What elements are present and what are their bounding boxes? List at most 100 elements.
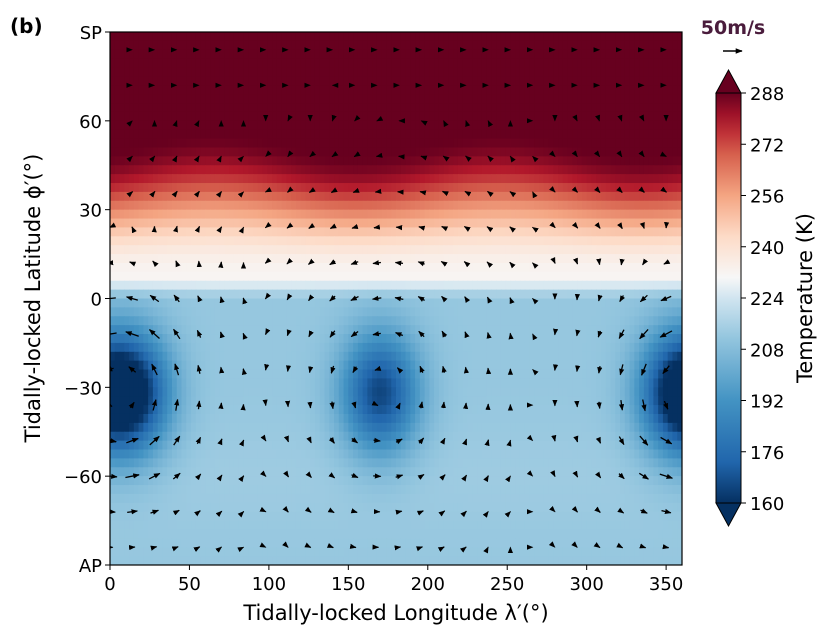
temperature-cell (138, 120, 145, 131)
temperature-cell (262, 49, 268, 60)
temperature-cell (338, 325, 345, 335)
temperature-cell (491, 360, 497, 371)
temperature-cell (662, 351, 669, 362)
temperature-cell (443, 191, 450, 202)
temperature-cell (539, 262, 545, 273)
temperature-cell (314, 156, 321, 166)
temperature-cell (319, 32, 326, 42)
temperature-cell (219, 147, 226, 158)
temperature-cell (119, 76, 125, 86)
temperature-cell (572, 209, 578, 220)
temperature-cell (257, 378, 264, 389)
temperature-cell (524, 369, 531, 380)
temperature-cell (162, 254, 168, 264)
temperature-cell (424, 342, 431, 353)
temperature-cell (253, 49, 259, 60)
temperature-cell (429, 200, 435, 211)
temperature-cell (129, 351, 135, 362)
temperature-cell (195, 32, 202, 42)
temperature-cell (667, 245, 674, 255)
temperature-cell (338, 174, 345, 184)
temperature-cell (648, 147, 655, 158)
temperature-cell (214, 76, 221, 86)
temperature-cell (539, 227, 545, 238)
temperature-cell (610, 76, 616, 86)
temperature-cell (586, 387, 593, 397)
temperature-cell (605, 360, 612, 371)
temperature-cell (615, 191, 621, 202)
temperature-cell (419, 165, 426, 175)
temperature-cell (400, 307, 407, 317)
temperature-cell (467, 103, 473, 113)
temperature-cell (133, 396, 140, 406)
temperature-cell (515, 200, 521, 211)
temperature-cell (295, 369, 302, 380)
temperature-cell (281, 200, 288, 211)
temperature-cell (672, 85, 678, 95)
temperature-cell (658, 218, 664, 229)
temperature-cell (415, 396, 421, 406)
temperature-cell (381, 200, 388, 211)
temperature-cell (581, 280, 588, 291)
temperature-cell (391, 316, 397, 326)
temperature-cell (124, 307, 130, 317)
temperature-cell (319, 378, 326, 389)
temperature-cell (548, 85, 554, 95)
temperature-cell (157, 32, 164, 42)
temperature-cell (272, 85, 278, 95)
temperature-cell (543, 280, 550, 291)
temperature-cell (405, 49, 411, 60)
temperature-cell (677, 40, 682, 51)
temperature-cell (186, 58, 192, 69)
temperature-cell (253, 76, 259, 86)
temperature-cell (314, 129, 321, 140)
temperature-cell (472, 236, 478, 246)
temperature-cell (539, 325, 545, 335)
temperature-cell (453, 262, 459, 273)
temperature-cell (438, 183, 445, 193)
temperature-cell (562, 298, 569, 309)
temperature-cell (219, 49, 226, 60)
temperature-cell (386, 218, 392, 229)
temperature-cell (200, 307, 207, 317)
temperature-cell (605, 280, 612, 291)
temperature-cell (515, 191, 521, 202)
temperature-cell (191, 49, 197, 60)
temperature-cell (405, 32, 411, 42)
temperature-cell (462, 396, 469, 406)
temperature-cell (286, 58, 292, 69)
temperature-cell (572, 342, 578, 353)
temperature-cell (186, 49, 192, 60)
temperature-cell (348, 396, 354, 406)
temperature-cell (596, 49, 602, 60)
temperature-cell (562, 227, 569, 238)
temperature-cell (577, 138, 583, 149)
temperature-cell (381, 227, 388, 238)
temperature-cell (353, 271, 359, 282)
temperature-cell (648, 76, 655, 86)
temperature-cell (586, 85, 593, 95)
temperature-cell (410, 289, 416, 300)
temperature-cell (572, 120, 578, 131)
temperature-cell (310, 138, 316, 149)
temperature-cell (143, 245, 149, 255)
temperature-cell (405, 369, 411, 380)
temperature-cell (429, 58, 435, 69)
temperature-cell (295, 103, 302, 113)
temperature-cell (381, 120, 388, 131)
temperature-cell (310, 156, 316, 166)
temperature-cell (539, 334, 545, 344)
temperature-cell (300, 360, 307, 371)
temperature-cell (443, 360, 450, 371)
temperature-cell (281, 129, 288, 140)
temperature-cell (286, 280, 292, 291)
temperature-cell (224, 129, 230, 140)
temperature-cell (667, 120, 674, 131)
temperature-cell (596, 262, 602, 273)
temperature-cell (672, 174, 678, 184)
temperature-cell (424, 307, 431, 317)
temperature-cell (367, 307, 373, 317)
temperature-cell (667, 236, 674, 246)
temperature-cell (677, 378, 682, 389)
temperature-cell (295, 396, 302, 406)
